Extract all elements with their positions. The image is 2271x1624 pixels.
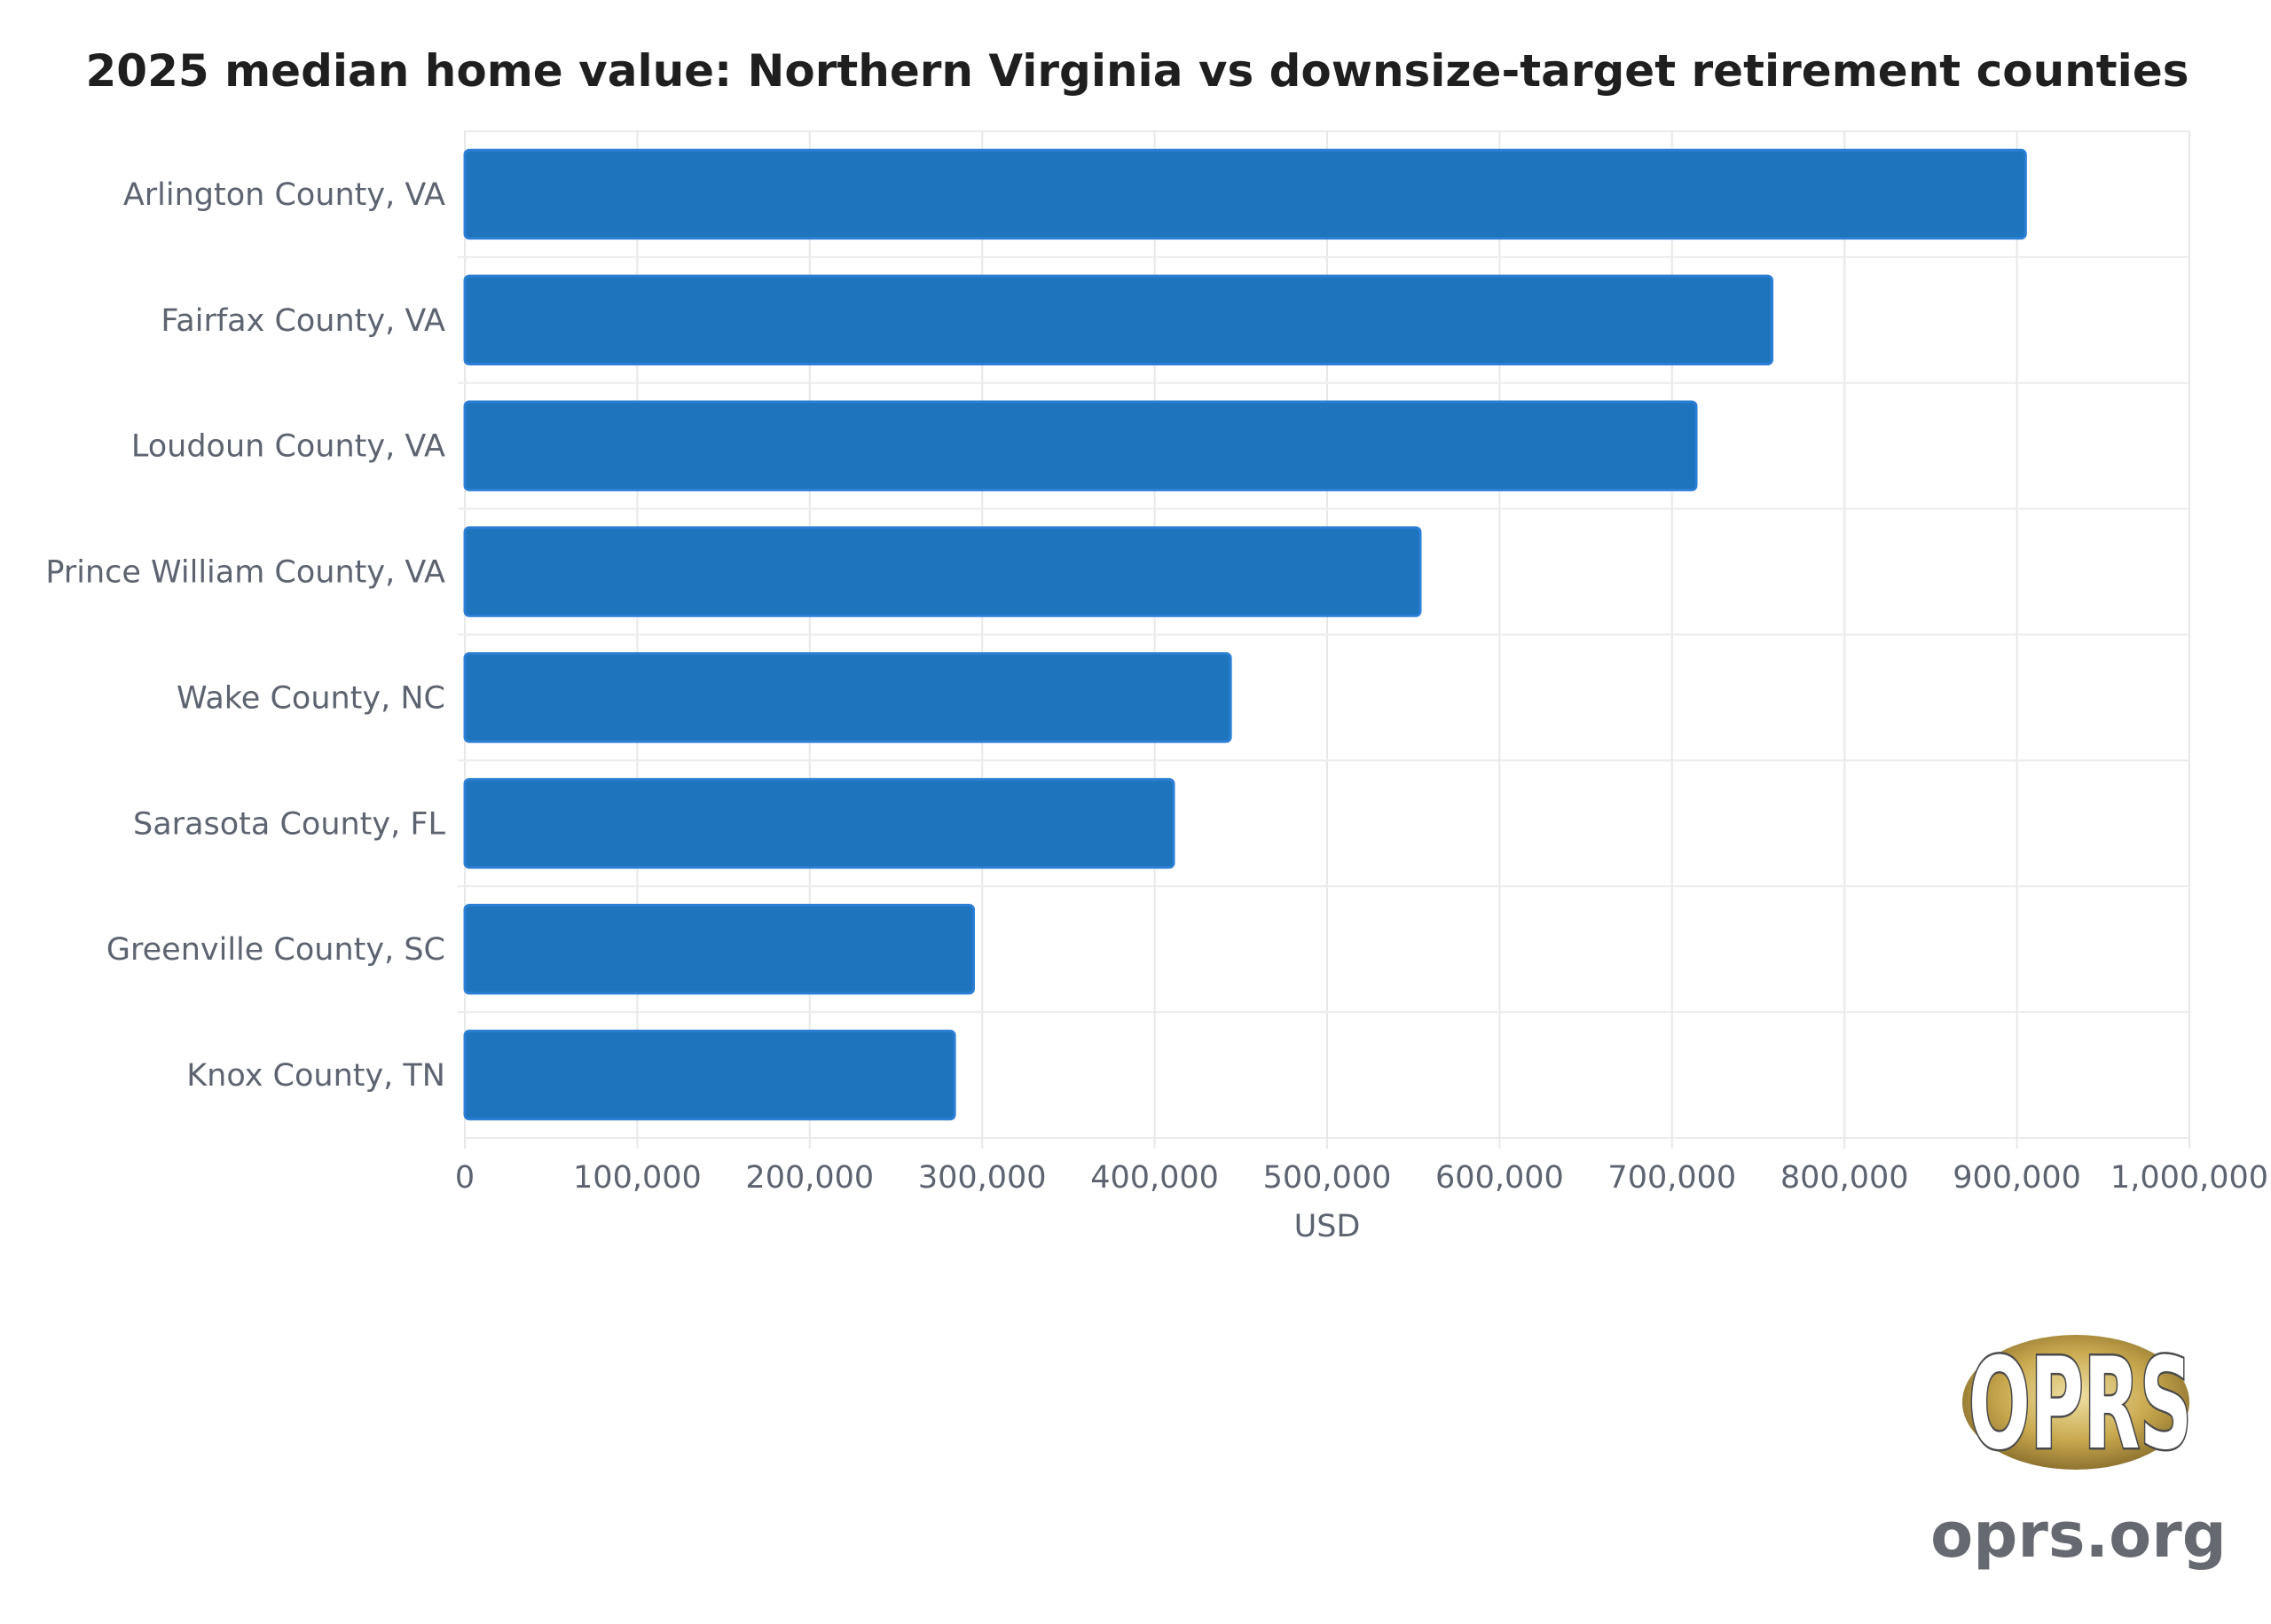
category-label: Greenville County, SC	[106, 932, 445, 968]
category-label: Knox County, TN	[186, 1058, 445, 1094]
bar	[463, 526, 1422, 617]
x-tick-label: 200,000	[745, 1160, 874, 1196]
brand-url: oprs.org	[1930, 1499, 2227, 1572]
x-tick-label: 900,000	[1953, 1160, 2081, 1196]
bar	[463, 274, 1774, 365]
category-label: Wake County, NC	[177, 680, 445, 716]
x-axis-title: USD	[1294, 1209, 1361, 1244]
bar	[463, 652, 1232, 743]
category-label: Sarasota County, FL	[133, 806, 445, 842]
chart-title: 2025 median home value: Northern Virgini…	[86, 45, 2189, 97]
x-tick-label: 1,000,000	[2110, 1160, 2268, 1196]
x-tick-label: 400,000	[1090, 1160, 1219, 1196]
x-tick-label: 0	[455, 1160, 475, 1196]
x-tick-label: 100,000	[573, 1160, 702, 1196]
x-tick-label: 300,000	[918, 1160, 1047, 1196]
category-label: Fairfax County, VA	[161, 303, 445, 339]
bar	[463, 400, 1698, 491]
bar	[463, 778, 1175, 869]
oprs-seal-logo: OPRS	[1962, 1330, 2195, 1480]
bar	[463, 148, 2027, 240]
plot-area: Arlington County, VA Fairfax County, VA Lo…	[45, 130, 2268, 1196]
category-label: Loudoun County, VA	[131, 429, 445, 465]
x-tick-label: 800,000	[1780, 1160, 1909, 1196]
category-label: Arlington County, VA	[123, 177, 445, 213]
x-tick-label: 600,000	[1435, 1160, 1564, 1196]
logo-seal-ellipse	[1962, 1335, 2189, 1470]
category-labels: Arlington County, VA Fairfax County, VA Lo…	[45, 177, 445, 1094]
category-label: Prince William County, VA	[45, 555, 445, 591]
x-tick-label: 700,000	[1607, 1160, 1736, 1196]
bars	[463, 148, 2027, 1121]
x-tick-label: 500,000	[1263, 1160, 1392, 1196]
bar	[463, 904, 975, 995]
x-tick-labels: 0 100,000 200,000 300,000 400,000 500,000 600,…	[455, 1160, 2268, 1196]
logo-wordmark: OPRS	[1968, 1331, 2192, 1478]
bar	[463, 1029, 956, 1121]
